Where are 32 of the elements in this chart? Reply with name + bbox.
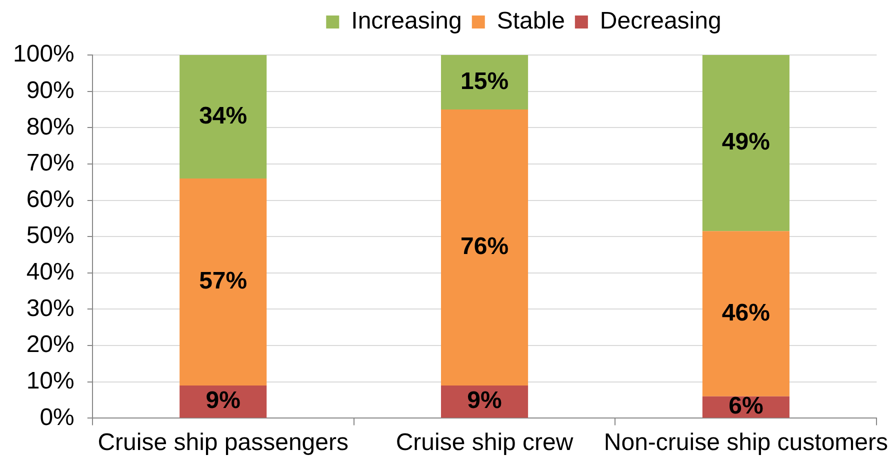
data-label: 46% — [722, 299, 770, 326]
legend-label: Stable — [496, 8, 565, 35]
y-tick-label: 70% — [26, 150, 74, 177]
legend-label: Increasing — [351, 8, 462, 35]
bar — [440, 55, 528, 110]
y-tick-label: 20% — [26, 331, 74, 358]
y-tick-label: 60% — [26, 186, 74, 213]
x-tick-label: Cruise ship passengers — [98, 429, 348, 456]
data-label: 15% — [460, 68, 509, 95]
y-tick-label: 80% — [26, 113, 74, 140]
y-tick-label: 100% — [12, 40, 74, 68]
y-tick-label: 90% — [26, 76, 74, 104]
data-label: 9% — [467, 387, 502, 414]
bar — [180, 55, 267, 178]
bar — [702, 55, 790, 232]
data-label: 9% — [206, 387, 240, 414]
y-tick-label: 0% — [40, 404, 74, 431]
x-tick-label: Cruise ship crew — [396, 429, 574, 456]
x-tick-label: Non-cruise ship customers — [604, 429, 888, 456]
data-label: 49% — [722, 128, 770, 156]
data-label: 76% — [460, 233, 509, 260]
legend-label: Decreasing — [600, 8, 722, 35]
data-label: 57% — [199, 268, 248, 295]
bar — [702, 231, 790, 396]
y-tick-label: 10% — [26, 368, 74, 395]
bar — [180, 178, 267, 386]
y-tick-label: 40% — [26, 258, 74, 286]
y-tick-label: 30% — [26, 294, 74, 322]
data-label: 34% — [199, 102, 248, 130]
y-tick-label: 50% — [26, 222, 74, 250]
data-label: 6% — [728, 392, 764, 420]
bar — [440, 109, 528, 386]
